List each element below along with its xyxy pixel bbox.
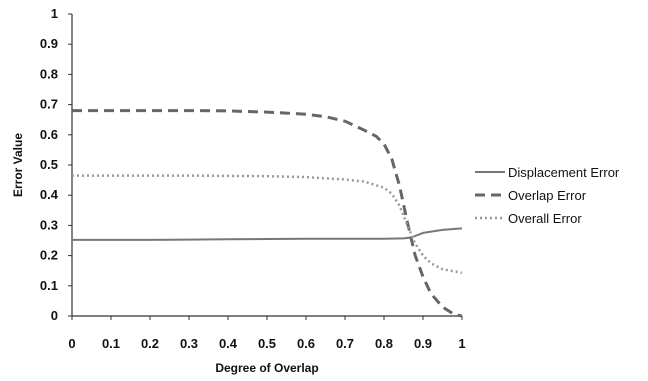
x-tick-label: 0.2 bbox=[141, 336, 159, 351]
legend: Displacement Error Overlap Error Overall E… bbox=[475, 165, 620, 226]
y-tick-label: 0.6 bbox=[40, 127, 58, 142]
legend-label: Overall Error bbox=[508, 211, 582, 226]
y-tick-label: 0.7 bbox=[40, 97, 58, 112]
y-tick-label: 1 bbox=[51, 6, 58, 21]
x-tick-label: 1 bbox=[458, 336, 465, 351]
y-tick-label: 0 bbox=[51, 308, 58, 323]
y-tick-label: 0.4 bbox=[40, 187, 59, 202]
y-tick-label: 0.3 bbox=[40, 217, 58, 232]
x-tick-label: 0.1 bbox=[102, 336, 120, 351]
y-tick-label: 0.9 bbox=[40, 36, 58, 51]
legend-label: Overlap Error bbox=[508, 188, 587, 203]
series-line-displacement-error bbox=[72, 227, 463, 241]
x-tick-label: 0.8 bbox=[375, 336, 393, 351]
x-tick-label: 0.3 bbox=[180, 336, 198, 351]
y-axis-ticks: 0 0.1 0.2 0.3 0.4 0.5 0.6 0.7 0.8 0.9 1 bbox=[40, 6, 72, 323]
series-lines bbox=[72, 109, 463, 318]
y-tick-label: 0.2 bbox=[40, 248, 58, 263]
x-tick-label: 0 bbox=[68, 336, 75, 351]
x-tick-label: 0.9 bbox=[414, 336, 432, 351]
plot-area: 0 0.1 0.2 0.3 0.4 0.5 0.6 0.7 0.8 0.9 1 0 0.1 0.2 0.3… bbox=[40, 6, 466, 351]
series-line-overall-error bbox=[72, 174, 463, 275]
y-tick-label: 0.1 bbox=[40, 278, 58, 293]
series-line-overlap-error bbox=[72, 109, 463, 318]
y-tick-label: 0.8 bbox=[40, 66, 58, 81]
legend-label: Displacement Error bbox=[508, 165, 620, 180]
x-tick-label: 0.6 bbox=[297, 336, 315, 351]
y-tick-label: 0.5 bbox=[40, 157, 58, 172]
y-axis-title: Error Value bbox=[11, 133, 25, 197]
x-tick-label: 0.7 bbox=[336, 336, 354, 351]
x-axis-title: Degree of Overlap bbox=[215, 361, 318, 375]
x-tick-label: 0.5 bbox=[258, 336, 276, 351]
x-tick-label: 0.4 bbox=[219, 336, 238, 351]
x-axis-ticks: 0 0.1 0.2 0.3 0.4 0.5 0.6 0.7 0.8 0.9 1 bbox=[68, 316, 466, 351]
